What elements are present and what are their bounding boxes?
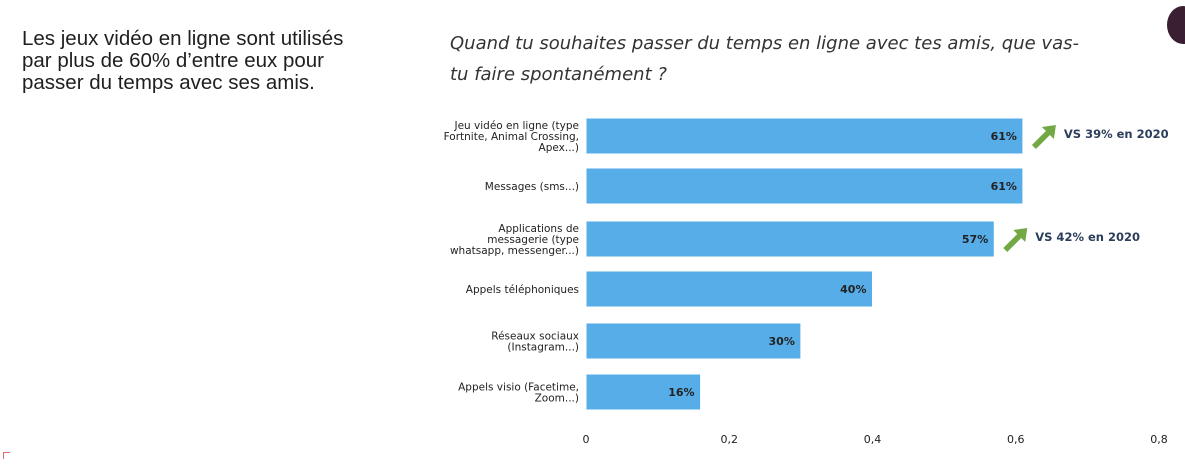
chart-question-title: Quand tu souhaites passer du temps en li… (450, 33, 1079, 85)
data-label: 61% (991, 180, 1017, 193)
arrow-up-right-icon (1031, 125, 1056, 149)
data-label: 57% (962, 233, 988, 246)
x-tick-label: 0,6 (1007, 433, 1025, 446)
chat-bubble-icon (1167, 6, 1185, 44)
bar (585, 373, 702, 411)
x-tick-label: 0,8 (1150, 433, 1168, 446)
arrow-up-right-icon (1003, 228, 1028, 252)
bar (585, 167, 1024, 205)
data-label: 16% (668, 386, 694, 399)
bar (585, 322, 802, 360)
data-label: 61% (991, 130, 1017, 143)
bar (585, 117, 1024, 155)
category-label: Appels téléphoniques (466, 284, 579, 296)
category-label: Appels visio (Facetime, Zoom...) (458, 382, 579, 405)
annotation-label: VS 39% en 2020 (1064, 127, 1169, 141)
x-tick-label: 0,2 (721, 433, 739, 446)
data-label: 40% (840, 283, 866, 296)
bar (585, 220, 995, 258)
annotation-label: VS 42% en 2020 (1035, 230, 1140, 244)
category-label: Réseaux sociaux (Instagram...) (491, 331, 579, 354)
data-label: 30% (769, 335, 795, 348)
x-tick-label: 0,4 (864, 433, 882, 446)
bar (585, 270, 873, 308)
category-label: Jeu vidéo en ligne (type Fortnite, Animal… (444, 120, 579, 154)
x-tick-label: 0 (583, 433, 590, 446)
category-label: Messages (sms...) (485, 181, 579, 193)
category-label: Applications de messagerie (type whatsapp,… (450, 223, 579, 257)
corner-mark-icon (3, 452, 10, 459)
intro-text: Les jeux vidéo en ligne sont utilisés pa… (22, 27, 344, 94)
